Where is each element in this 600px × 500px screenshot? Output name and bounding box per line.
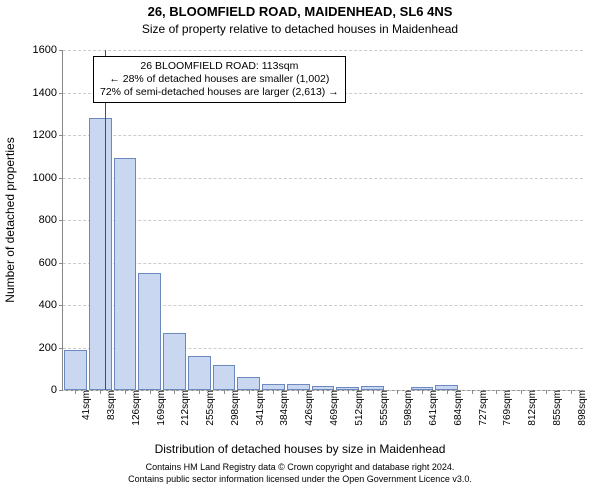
- x-axis-label: Distribution of detached houses by size …: [0, 442, 600, 456]
- xtick-mark: [348, 390, 349, 394]
- annotation-line-1: 26 BLOOMFIELD ROAD: 113sqm: [100, 60, 339, 73]
- xtick-mark: [422, 390, 423, 394]
- histogram-bar: [237, 377, 260, 390]
- ytick-label: 1400: [33, 87, 63, 99]
- xtick-mark: [373, 390, 374, 394]
- ytick-label: 600: [39, 257, 63, 269]
- xtick-label: 426sqm: [302, 390, 315, 426]
- xtick-label: 855sqm: [550, 390, 563, 426]
- histogram-bar: [64, 350, 87, 390]
- xtick-mark: [174, 390, 175, 394]
- ytick-label: 1200: [33, 129, 63, 141]
- gridline: [63, 135, 583, 136]
- xtick-label: 684sqm: [451, 390, 464, 426]
- gridline: [63, 263, 583, 264]
- annotation-line-2: ← 28% of detached houses are smaller (1,…: [100, 73, 339, 86]
- histogram-bar: [89, 118, 112, 390]
- attribution-line-2: Contains public sector information licen…: [0, 474, 600, 484]
- xtick-label: 83sqm: [104, 390, 117, 420]
- page-subtitle: Size of property relative to detached ho…: [0, 22, 600, 36]
- xtick-mark: [323, 390, 324, 394]
- xtick-label: 169sqm: [154, 390, 167, 426]
- xtick-label: 469sqm: [327, 390, 340, 426]
- xtick-mark: [249, 390, 250, 394]
- xtick-label: 212sqm: [178, 390, 191, 426]
- xtick-label: 126sqm: [129, 390, 142, 426]
- histogram-bar: [188, 356, 211, 390]
- y-axis-label: Number of detached properties: [3, 137, 17, 302]
- ytick-label: 0: [51, 384, 63, 396]
- histogram-bar: [163, 333, 186, 390]
- xtick-mark: [75, 390, 76, 394]
- xtick-label: 641sqm: [426, 390, 439, 426]
- ytick-label: 400: [39, 299, 63, 311]
- ytick-label: 800: [39, 214, 63, 226]
- xtick-label: 598sqm: [401, 390, 414, 426]
- xtick-mark: [150, 390, 151, 394]
- attribution-line-1: Contains HM Land Registry data © Crown c…: [0, 462, 600, 472]
- xtick-label: 41sqm: [79, 390, 92, 420]
- xtick-mark: [298, 390, 299, 394]
- xtick-label: 812sqm: [525, 390, 538, 426]
- histogram-bar: [213, 365, 236, 391]
- xtick-label: 341sqm: [253, 390, 266, 426]
- xtick-mark: [397, 390, 398, 394]
- xtick-label: 555sqm: [377, 390, 390, 426]
- xtick-label: 512sqm: [352, 390, 365, 426]
- xtick-label: 255sqm: [203, 390, 216, 426]
- histogram-plot: 0200400600800100012001400160041sqm83sqm1…: [62, 50, 583, 391]
- annotation-box: 26 BLOOMFIELD ROAD: 113sqm← 28% of detac…: [93, 56, 346, 103]
- xtick-mark: [447, 390, 448, 394]
- histogram-bar: [114, 158, 137, 390]
- ytick-label: 200: [39, 342, 63, 354]
- xtick-mark: [125, 390, 126, 394]
- xtick-mark: [571, 390, 572, 394]
- page-title: 26, BLOOMFIELD ROAD, MAIDENHEAD, SL6 4NS: [0, 4, 600, 19]
- annotation-line-3: 72% of semi-detached houses are larger (…: [100, 86, 339, 99]
- ytick-label: 1000: [33, 172, 63, 184]
- gridline: [63, 220, 583, 221]
- ytick-label: 1600: [33, 44, 63, 56]
- xtick-label: 727sqm: [476, 390, 489, 426]
- xtick-label: 298sqm: [228, 390, 241, 426]
- xtick-mark: [199, 390, 200, 394]
- xtick-mark: [273, 390, 274, 394]
- histogram-bar: [138, 273, 161, 390]
- gridline: [63, 178, 583, 179]
- gridline: [63, 50, 583, 51]
- xtick-mark: [496, 390, 497, 394]
- xtick-mark: [472, 390, 473, 394]
- xtick-label: 769sqm: [500, 390, 513, 426]
- xtick-mark: [546, 390, 547, 394]
- xtick-mark: [100, 390, 101, 394]
- xtick-mark: [521, 390, 522, 394]
- xtick-label: 384sqm: [277, 390, 290, 426]
- xtick-mark: [224, 390, 225, 394]
- xtick-label: 898sqm: [575, 390, 588, 426]
